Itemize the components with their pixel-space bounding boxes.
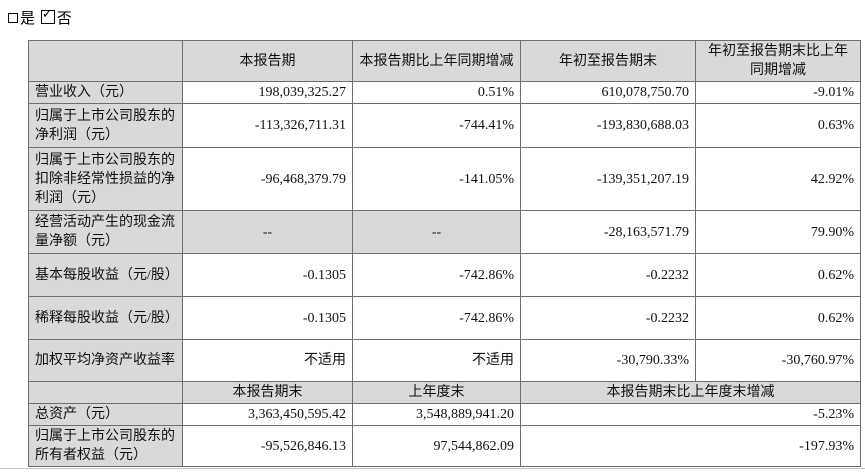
- cell-value-na: --: [182, 210, 353, 254]
- cell-value: -9.01%: [695, 81, 861, 104]
- table-row-net-profit-attributable: 归属于上市公司股东的净利润（元） -113,326,711.31 -744.41…: [28, 103, 861, 148]
- table-row-total-assets: 总资产（元） 3,363,450,595.42 3,548,889,941.20…: [28, 403, 861, 426]
- cell-value: -744.41%: [352, 103, 521, 148]
- cell-value: 610,078,750.70: [520, 81, 696, 104]
- cell-value: 42.92%: [695, 147, 861, 211]
- cell-value: -0.2232: [520, 296, 696, 340]
- cell-value: -197.93%: [520, 425, 861, 467]
- row-label: 加权平均净资产收益率: [28, 339, 183, 382]
- row-label: 归属于上市公司股东的扣除非经常性损益的净利润（元）: [28, 147, 183, 211]
- cell-value: 不适用: [352, 339, 521, 382]
- cell-value: -30,760.97%: [695, 339, 861, 382]
- col-header-end-of-period: 本报告期末: [182, 381, 353, 404]
- table-row-operating-revenue: 营业收入（元） 198,039,325.27 0.51% 610,078,750…: [28, 81, 861, 104]
- row-label: 归属于上市公司股东的所有者权益（元）: [28, 425, 183, 467]
- cell-value: 0.62%: [695, 296, 861, 340]
- cell-value: -0.1305: [182, 253, 353, 297]
- checkbox-no-checked-icon[interactable]: [40, 8, 55, 24]
- cell-value: 79.90%: [695, 210, 861, 254]
- cell-value: -0.1305: [182, 296, 353, 340]
- table-row-net-profit-excl-nonrecurring: 归属于上市公司股东的扣除非经常性损益的净利润（元） -96,468,379.79…: [28, 147, 861, 211]
- col-header-year-to-date-yoy-change: 年初至报告期末比上年同期增减: [695, 40, 861, 82]
- header-empty-cell: [28, 381, 183, 404]
- cell-value: 3,363,450,595.42: [182, 403, 353, 426]
- table-row-basic-eps: 基本每股收益（元/股） -0.1305 -742.86% -0.2232 0.6…: [28, 253, 861, 297]
- page-bottom-divider: [0, 468, 865, 469]
- row-label: 经营活动产生的现金流量净额（元）: [28, 210, 183, 254]
- cell-value: -28,163,571.79: [520, 210, 696, 254]
- cell-value: -193,830,688.03: [520, 103, 696, 148]
- cell-value: 198,039,325.27: [182, 81, 353, 104]
- col-header-current-period-yoy-change: 本报告期比上年同期增减: [352, 40, 521, 82]
- cell-value: 0.63%: [695, 103, 861, 148]
- row-label: 稀释每股收益（元/股）: [28, 296, 183, 340]
- cell-value: -30,790.33%: [520, 339, 696, 382]
- col-header-period-end-vs-prior-year-change: 本报告期末比上年度末增减: [520, 381, 861, 404]
- table-row-owners-equity-attributable: 归属于上市公司股东的所有者权益（元） -95,526,846.13 97,544…: [28, 425, 861, 467]
- row-label: 总资产（元）: [28, 403, 183, 426]
- cell-value: -139,351,207.19: [520, 147, 696, 211]
- cell-value: 97,544,862.09: [352, 425, 521, 467]
- cell-value: -95,526,846.13: [182, 425, 353, 467]
- cell-value: -96,468,379.79: [182, 147, 353, 211]
- cell-value-na: --: [352, 210, 521, 254]
- row-label: 基本每股收益（元/股）: [28, 253, 183, 297]
- cell-value: -141.05%: [352, 147, 521, 211]
- cell-value: -0.2232: [520, 253, 696, 297]
- col-header-year-to-date: 年初至报告期末: [520, 40, 696, 82]
- financial-summary-table: 本报告期 本报告期比上年同期增减 年初至报告期末 年初至报告期末比上年同期增减 …: [28, 40, 861, 467]
- table-row-weighted-average-roe: 加权平均净资产收益率 不适用 不适用 -30,790.33% -30,760.9…: [28, 339, 861, 382]
- table-header-row-period: 本报告期 本报告期比上年同期增减 年初至报告期末 年初至报告期末比上年同期增减: [28, 40, 861, 82]
- cell-value: 0.51%: [352, 81, 521, 104]
- col-header-end-of-prior-year: 上年度末: [352, 381, 521, 404]
- cell-value: -742.86%: [352, 296, 521, 340]
- row-label: 归属于上市公司股东的净利润（元）: [28, 103, 183, 148]
- table-row-diluted-eps: 稀释每股收益（元/股） -0.1305 -742.86% -0.2232 0.6…: [28, 296, 861, 340]
- header-empty-cell: [28, 40, 183, 82]
- col-header-current-period: 本报告期: [182, 40, 353, 82]
- checkbox-no-label: 否: [56, 11, 73, 27]
- table-row-operating-cash-flow: 经营活动产生的现金流量净额（元） -- -- -28,163,571.79 79…: [28, 210, 861, 254]
- cell-value: -742.86%: [352, 253, 521, 297]
- cell-value: 不适用: [182, 339, 353, 382]
- cell-value: 3,548,889,941.20: [352, 403, 521, 426]
- cell-value: -113,326,711.31: [182, 103, 353, 148]
- cell-value: 0.62%: [695, 253, 861, 297]
- yes-no-line: 是 否: [8, 7, 73, 28]
- checkbox-yes-icon[interactable]: [8, 13, 18, 23]
- table-header-row-period-end: 本报告期末 上年度末 本报告期末比上年度末增减: [28, 381, 861, 404]
- row-label: 营业收入（元）: [28, 81, 183, 104]
- checkbox-yes-label: 是: [20, 11, 37, 27]
- cell-value: -5.23%: [520, 403, 861, 426]
